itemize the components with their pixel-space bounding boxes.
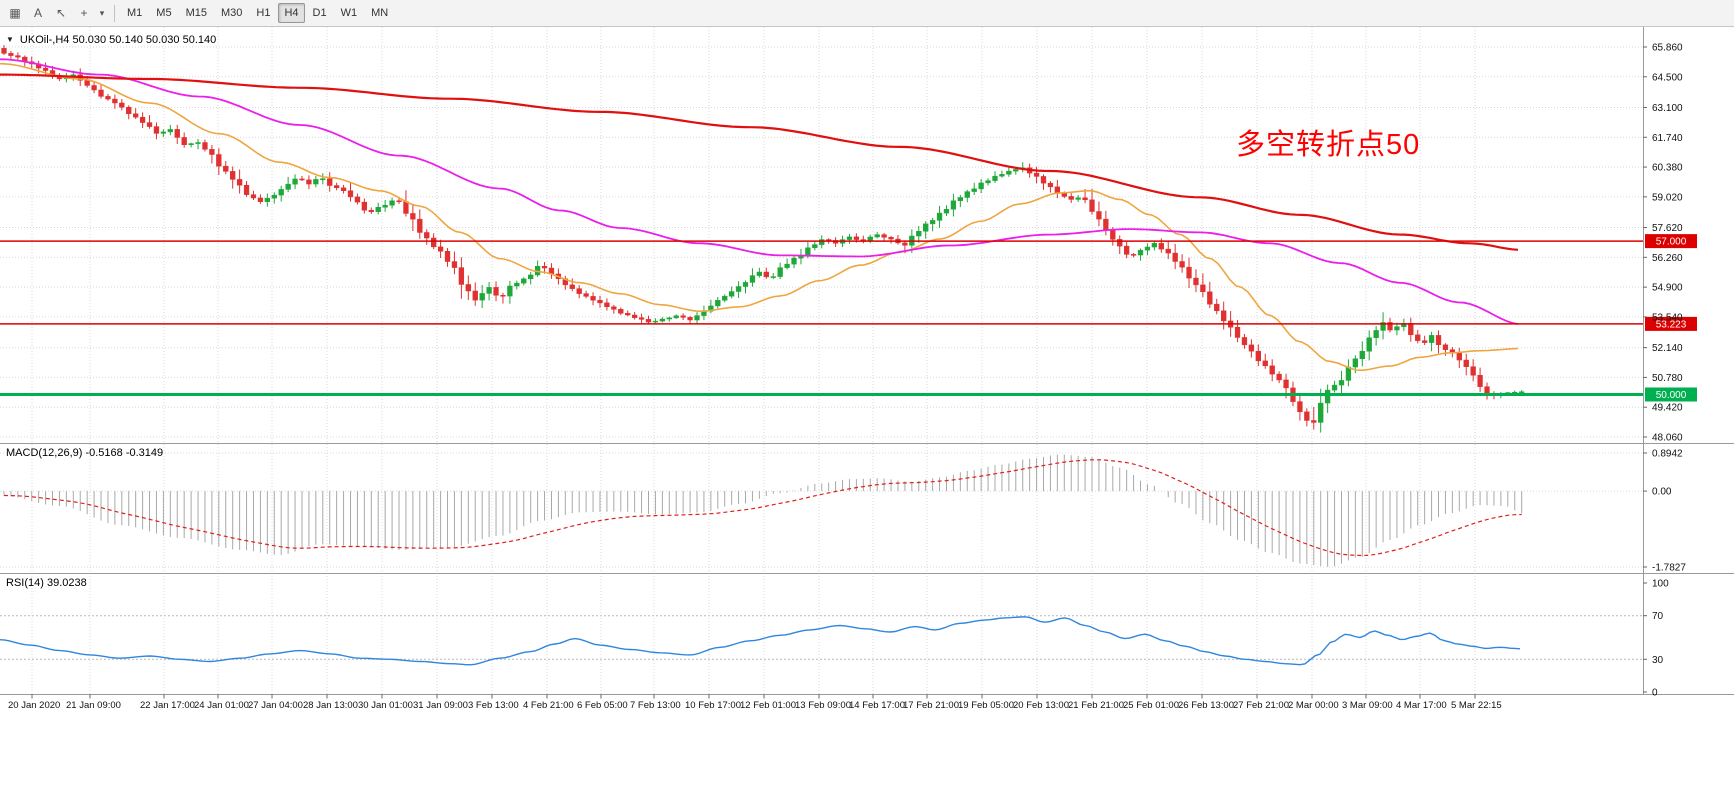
svg-text:25 Feb 01:00: 25 Feb 01:00 [1123, 700, 1179, 711]
svg-text:19 Feb 05:00: 19 Feb 05:00 [958, 700, 1014, 711]
svg-text:57.620: 57.620 [1652, 223, 1683, 234]
grip-icon[interactable]: ▦ [9, 6, 21, 20]
svg-text:4 Mar 17:00: 4 Mar 17:00 [1396, 700, 1447, 711]
svg-text:12 Feb 01:00: 12 Feb 01:00 [740, 700, 796, 711]
rsi-layer [0, 616, 1521, 666]
svg-text:53.540: 53.540 [1652, 312, 1683, 323]
svg-text:5 Mar 22:15: 5 Mar 22:15 [1451, 700, 1502, 711]
timeframe-button-m15[interactable]: M15 [185, 7, 207, 19]
svg-text:27 Jan 04:00: 27 Jan 04:00 [248, 700, 303, 711]
svg-text:27 Feb 21:00: 27 Feb 21:00 [1233, 700, 1289, 711]
svg-text:14 Feb 17:00: 14 Feb 17:00 [849, 700, 905, 711]
svg-text:59.020: 59.020 [1652, 192, 1683, 203]
price-axis[interactable]: 65.860 64.500 63.100 61.740 60.380 59.020 57.6… [1643, 43, 1686, 699]
svg-text:63.100: 63.100 [1652, 103, 1683, 114]
svg-text:100: 100 [1652, 579, 1669, 590]
svg-text:7 Feb 13:00: 7 Feb 13:00 [630, 700, 681, 711]
cursor-tool-icon[interactable]: ↖ [55, 6, 67, 20]
ma-slow-red-line [0, 73, 1519, 251]
svg-text:3 Mar 09:00: 3 Mar 09:00 [1342, 700, 1393, 711]
svg-text:50.780: 50.780 [1652, 373, 1683, 384]
hlines-layer[interactable]: 57.000 53.223 50.000 [0, 234, 1697, 402]
svg-text:2 Mar 00:00: 2 Mar 00:00 [1288, 700, 1339, 711]
chart-canvas[interactable]: 57.000 53.223 50.000 65.860 64.500 63.100 61.7… [0, 27, 1734, 795]
macd-layer [3, 454, 1523, 567]
svg-text:56.260: 56.260 [1652, 253, 1683, 264]
ma-mid-magenta-line [0, 58, 1519, 325]
svg-text:0.00: 0.00 [1652, 487, 1672, 498]
svg-text:6 Feb 05:00: 6 Feb 05:00 [577, 700, 628, 711]
svg-text:57.000: 57.000 [1656, 237, 1687, 248]
main-toolbar: ▦ A ↖ + ▾ M1 M5 M15 M30 H1 H4 D1 W1 MN [0, 0, 1734, 27]
svg-text:70: 70 [1652, 611, 1664, 622]
svg-text:22 Jan 17:00: 22 Jan 17:00 [140, 700, 195, 711]
svg-text:26 Feb 13:00: 26 Feb 13:00 [1178, 700, 1234, 711]
chart-title: ▼ UKOil-,H4 50.030 50.140 50.030 50.140 [6, 34, 216, 46]
tools-group: ▦ A ↖ + ▾ [4, 3, 108, 24]
time-axis[interactable]: 20 Jan 2020 21 Jan 09:00 22 Jan 17:00 24 Ja… [8, 694, 1502, 712]
crosshair-tool-icon[interactable]: + [80, 6, 88, 20]
svg-text:50.000: 50.000 [1656, 390, 1687, 401]
timeframe-button-h4[interactable]: H4 [278, 3, 305, 23]
svg-text:20 Jan 2020: 20 Jan 2020 [8, 700, 60, 711]
svg-text:60.380: 60.380 [1652, 163, 1683, 174]
text-tool-button[interactable]: A [33, 6, 42, 20]
svg-text:54.900: 54.900 [1652, 283, 1683, 294]
timeframe-button-m30[interactable]: M30 [220, 7, 243, 19]
svg-text:21 Jan 09:00: 21 Jan 09:00 [66, 700, 121, 711]
svg-text:28 Jan 13:00: 28 Jan 13:00 [303, 700, 358, 711]
svg-text:48.060: 48.060 [1652, 432, 1683, 443]
toolbar-separator [114, 4, 115, 22]
svg-text:0: 0 [1652, 688, 1658, 699]
chart-area: 57.000 53.223 50.000 65.860 64.500 63.100 61.7… [0, 27, 1734, 795]
timeframe-button-mn[interactable]: MN [371, 7, 389, 19]
svg-text:24 Jan 01:00: 24 Jan 01:00 [194, 700, 249, 711]
svg-text:52.140: 52.140 [1652, 343, 1683, 354]
svg-text:21 Feb 21:00: 21 Feb 21:00 [1068, 700, 1124, 711]
chart-title-text: UKOil-,H4 50.030 50.140 50.030 50.140 [19, 34, 217, 46]
svg-text:61.740: 61.740 [1652, 133, 1683, 144]
svg-text:65.860: 65.860 [1652, 43, 1683, 54]
timeframes-group: M1 M5 M15 M30 H1 H4 D1 W1 MN [121, 3, 394, 23]
svg-text:0.8942: 0.8942 [1652, 449, 1683, 460]
ma-fast-orange-line [0, 62, 1519, 372]
svg-text:13 Feb 09:00: 13 Feb 09:00 [795, 700, 851, 711]
annotation-text[interactable]: 多空转折点50 [1236, 129, 1421, 161]
collapse-arrow-icon[interactable]: ▼ [6, 35, 14, 44]
svg-text:17 Feb 21:00: 17 Feb 21:00 [903, 700, 959, 711]
svg-text:49.420: 49.420 [1652, 403, 1683, 414]
svg-text:20 Feb 13:00: 20 Feb 13:00 [1013, 700, 1069, 711]
timeframe-button-d1[interactable]: D1 [312, 7, 327, 19]
svg-text:3 Feb 13:00: 3 Feb 13:00 [468, 700, 519, 711]
frame-layer [0, 27, 1734, 695]
timeframe-button-w1[interactable]: W1 [340, 7, 358, 19]
dropdown-caret-icon[interactable]: ▾ [99, 7, 105, 18]
timeframe-button-m1[interactable]: M1 [127, 7, 143, 19]
svg-text:64.500: 64.500 [1652, 72, 1683, 83]
svg-text:10 Feb 17:00: 10 Feb 17:00 [685, 700, 741, 711]
svg-text:4 Feb 21:00: 4 Feb 21:00 [523, 700, 574, 711]
svg-text:31 Jan 09:00: 31 Jan 09:00 [413, 700, 468, 711]
svg-text:-1.7827: -1.7827 [1652, 562, 1686, 573]
timeframe-button-m5[interactable]: M5 [156, 7, 172, 19]
svg-text:30 Jan 01:00: 30 Jan 01:00 [358, 700, 413, 711]
svg-text:53.223: 53.223 [1656, 319, 1687, 330]
timeframe-button-h1[interactable]: H1 [256, 7, 271, 19]
rsi-label: RSI(14) 39.0238 [6, 577, 87, 589]
svg-text:30: 30 [1652, 655, 1664, 666]
macd-label: MACD(12,26,9) -0.5168 -0.3149 [6, 447, 164, 459]
